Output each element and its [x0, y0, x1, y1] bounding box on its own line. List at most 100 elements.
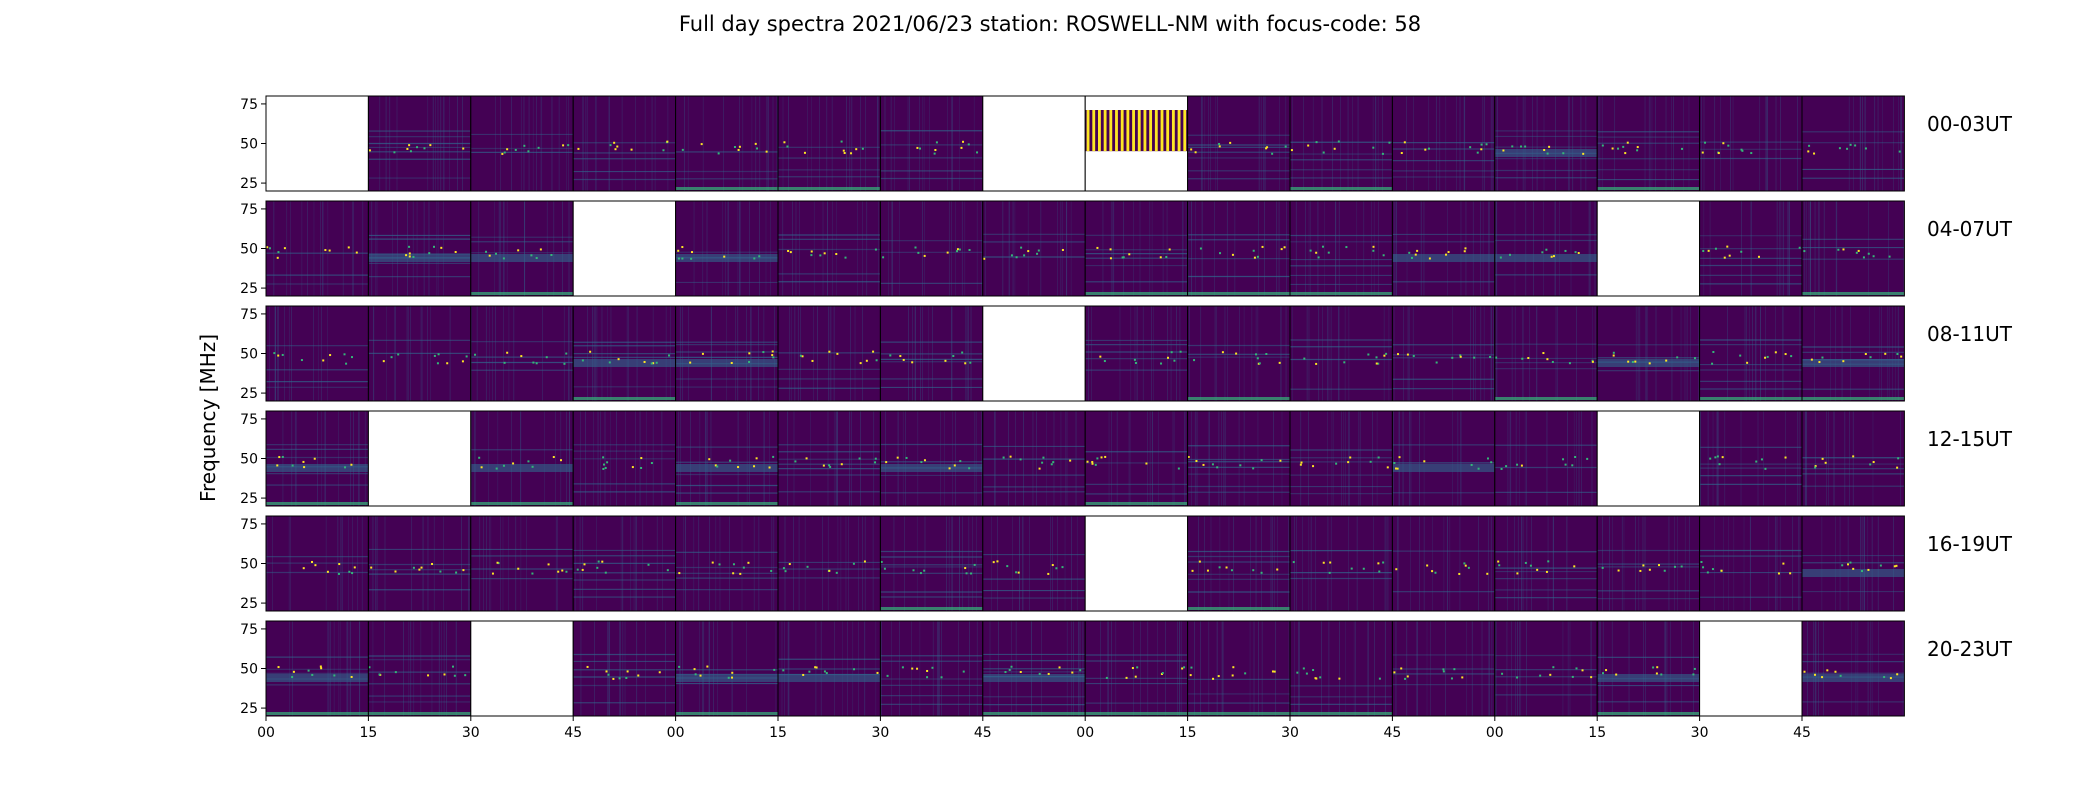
- speckle: [1707, 249, 1710, 252]
- speckle: [547, 563, 550, 566]
- band: [1494, 254, 1598, 262]
- speckle: [1173, 359, 1176, 362]
- speckle: [604, 571, 607, 574]
- speckle: [344, 466, 347, 469]
- speckle: [967, 143, 970, 146]
- bottom-band: [1597, 187, 1700, 190]
- speckle: [276, 464, 279, 467]
- speckle: [1464, 564, 1467, 567]
- speckle: [429, 144, 432, 147]
- speckle: [1447, 251, 1450, 254]
- speckle: [1010, 254, 1013, 257]
- stripe: [1143, 110, 1147, 152]
- spectrum-panel: [1084, 95, 1189, 192]
- speckle: [602, 456, 605, 459]
- speckle: [1821, 356, 1824, 359]
- y-tick-label: 25: [240, 176, 258, 192]
- panel-background: [1494, 516, 1598, 611]
- speckle: [1299, 463, 1302, 466]
- speckle: [626, 670, 629, 673]
- speckle: [1520, 464, 1523, 467]
- spectrum-panel: [982, 200, 1086, 297]
- band: [1802, 674, 1905, 682]
- speckle: [1260, 571, 1263, 574]
- speckle: [1199, 247, 1202, 250]
- speckle: [1798, 246, 1801, 249]
- speckle: [1362, 567, 1365, 570]
- spectrum-panel: [572, 515, 677, 612]
- spectrum-panel: [470, 620, 574, 717]
- panel-background: [1699, 516, 1802, 611]
- speckle: [1784, 353, 1787, 356]
- speckle: [604, 466, 607, 469]
- speckle: [307, 669, 310, 672]
- speckle: [742, 566, 745, 569]
- speckle: [1002, 456, 1005, 459]
- speckle: [1414, 253, 1417, 256]
- speckle: [1315, 362, 1318, 365]
- speckle: [948, 467, 951, 470]
- spectrum-panel: [777, 305, 881, 402]
- speckle: [1740, 250, 1743, 253]
- speckle: [1079, 669, 1082, 672]
- spectrum-panel: [1187, 305, 1291, 402]
- speckle: [1239, 464, 1242, 467]
- speckle: [874, 248, 877, 251]
- speckle: [1545, 570, 1548, 573]
- empty-panel: [1085, 516, 1188, 611]
- speckle: [1808, 144, 1811, 147]
- speckle: [1782, 562, 1785, 565]
- speckle: [1096, 246, 1099, 249]
- bottom-band: [778, 187, 881, 190]
- spectrum-panel: [675, 95, 779, 192]
- speckle: [319, 665, 322, 668]
- speckle: [1489, 355, 1492, 358]
- speckle: [1055, 567, 1058, 570]
- speckle: [1463, 250, 1466, 253]
- speckle: [1852, 455, 1855, 458]
- speckle: [273, 352, 276, 355]
- speckle: [802, 673, 805, 676]
- speckle: [1198, 560, 1201, 563]
- spectrum-panel: [1494, 200, 1598, 297]
- panel-background: [1597, 621, 1700, 716]
- y-tick-label: 75: [240, 307, 258, 323]
- speckle: [1006, 565, 1009, 568]
- speckle: [348, 570, 351, 573]
- speckle: [1217, 675, 1220, 678]
- bottom-band: [1802, 292, 1905, 295]
- empty-panel: [1699, 621, 1802, 716]
- speckle: [1404, 677, 1407, 680]
- spectrum-panel: [470, 305, 574, 402]
- speckle: [1476, 151, 1479, 154]
- stripe: [1126, 110, 1130, 152]
- speckle: [874, 461, 877, 464]
- panel-background: [1290, 411, 1393, 506]
- speckle: [1656, 666, 1659, 669]
- speckle: [397, 353, 400, 356]
- speckle: [1427, 147, 1430, 150]
- chart-title: Full day spectra 2021/06/23 station: ROS…: [678, 12, 1422, 36]
- speckle: [368, 149, 371, 152]
- speckle: [1854, 144, 1857, 147]
- speckle: [689, 361, 692, 364]
- speckle: [1837, 248, 1840, 251]
- speckle: [1511, 145, 1514, 148]
- spectrum-panel: [1289, 200, 1393, 297]
- speckle: [1377, 362, 1380, 365]
- speckle: [1036, 252, 1039, 255]
- speckle: [964, 362, 967, 365]
- spectrum-panel: [1084, 200, 1189, 297]
- speckle: [1727, 144, 1730, 147]
- x-tick-label: 15: [1179, 725, 1197, 741]
- speckle: [530, 254, 533, 257]
- speckle: [1524, 561, 1527, 564]
- speckle: [886, 674, 889, 677]
- x-tick-label: 30: [462, 725, 480, 741]
- speckle: [1096, 457, 1099, 460]
- speckle: [815, 666, 818, 669]
- speckle: [1445, 253, 1448, 256]
- speckle: [454, 250, 457, 253]
- speckle: [1406, 675, 1409, 678]
